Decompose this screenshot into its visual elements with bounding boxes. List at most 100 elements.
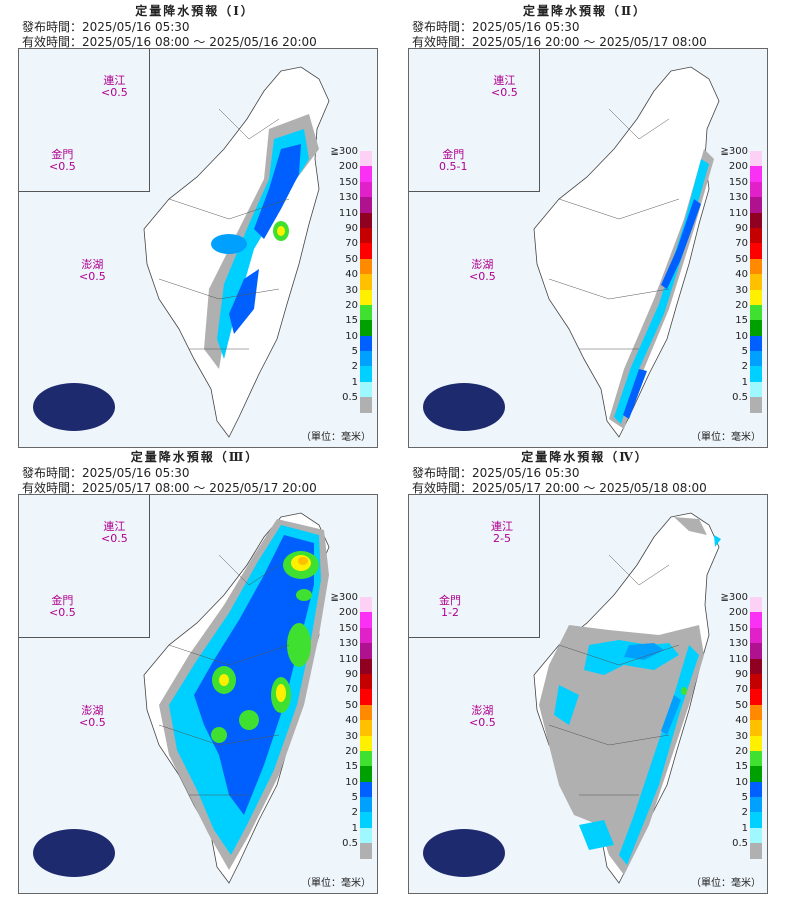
valid-time: 有效時間：2025/05/16 20:00 ～ 2025/05/17 08:00 xyxy=(412,35,707,49)
legend-swatch xyxy=(750,689,762,705)
issue-time: 發布時間：2025/05/16 05:30 xyxy=(412,20,580,34)
legend-row: 2 xyxy=(732,361,762,382)
matsu-label: 連江 xyxy=(493,74,516,87)
legend-swatch xyxy=(360,750,372,767)
legend-swatch xyxy=(750,766,762,782)
legend-swatch xyxy=(360,289,372,305)
rainfall-legend: ≧300 200 150 130 110 90 70 50 40 30 20 15 10 5 2 1 0.5 xyxy=(721,592,762,859)
legend-swatch xyxy=(360,612,372,628)
kinmen-label: 金門 xyxy=(442,148,465,161)
legend-row: 5 xyxy=(732,792,762,813)
legend-label: 15 xyxy=(735,761,748,773)
legend-label: 50 xyxy=(735,253,748,265)
legend-row: 200 xyxy=(339,161,372,182)
issue-time: 發布時間：2025/05/16 05:30 xyxy=(22,20,190,34)
legend-row: 10 xyxy=(732,777,762,798)
legend-label: 30 xyxy=(345,730,358,742)
taiwan-map xyxy=(143,512,330,884)
legend-row: 50 xyxy=(342,254,372,275)
legend-label: 90 xyxy=(345,668,358,680)
legend-label: 150 xyxy=(728,176,748,188)
legend-label: 10 xyxy=(735,776,748,788)
legend-swatch xyxy=(360,812,372,828)
legend-label: 130 xyxy=(338,192,358,204)
legend-swatch xyxy=(750,151,762,167)
legend-swatch xyxy=(360,843,372,859)
legend-label: 130 xyxy=(728,638,748,650)
legend-label: 200 xyxy=(338,607,358,619)
legend-row: 2 xyxy=(732,807,762,828)
unit-label: （單位：毫米） xyxy=(301,432,371,443)
kinmen-label: 金門 xyxy=(439,594,461,607)
rainfall-map: 連江 <0.5 金門 0.5-1 澎湖 <0.5 ≧300 200 150 130 110 90… xyxy=(408,48,768,448)
legend-label: 1 xyxy=(741,822,748,834)
taiwan-map xyxy=(533,512,721,884)
legend-row: 20 xyxy=(342,746,372,767)
legend-swatch xyxy=(750,212,762,228)
legend-label: ≧300 xyxy=(720,146,748,157)
legend-swatch xyxy=(360,166,372,182)
legend-swatch xyxy=(750,366,762,382)
matsu-value: 2-5 xyxy=(493,532,511,545)
legend-label: 5 xyxy=(351,792,358,804)
legend-swatch xyxy=(750,812,762,828)
legend-label: 150 xyxy=(338,176,358,188)
kinmen-label: 金門 xyxy=(51,148,74,161)
legend-label: 0.5 xyxy=(732,392,748,404)
legend-label: 30 xyxy=(735,284,748,296)
legend-swatch xyxy=(750,304,762,321)
legend-label: 20 xyxy=(735,745,748,757)
legend-label: 110 xyxy=(728,207,748,219)
legend-row: 90 xyxy=(342,669,372,690)
cwa-logo xyxy=(423,829,505,877)
matsu-value: <0.5 xyxy=(491,86,518,99)
legend-label: 40 xyxy=(345,715,358,727)
panel-title: 定量降水預報（Ⅲ） xyxy=(130,450,260,464)
legend-row: 20 xyxy=(342,300,372,321)
legend-swatch xyxy=(750,612,762,628)
legend-swatch xyxy=(750,797,762,813)
legend-swatch xyxy=(360,212,372,228)
legend-swatch xyxy=(750,227,762,244)
penghu-label: 澎湖 xyxy=(81,704,104,717)
legend-label: 10 xyxy=(735,330,748,342)
legend-row: 0.5 xyxy=(342,838,372,859)
panel-title: 定量降水預報（Ⅱ） xyxy=(522,4,648,18)
legend-row: ≧300 xyxy=(721,592,762,613)
legend-row: 50 xyxy=(732,254,762,275)
legend-swatch xyxy=(750,258,762,275)
legend-label: 2 xyxy=(741,807,748,819)
legend-label: 110 xyxy=(338,653,358,665)
legend-label: 30 xyxy=(345,284,358,296)
legend-row: 30 xyxy=(732,731,762,751)
forecast-panel-4: 定量降水預報（Ⅳ） 發布時間：2025/05/16 05:30 有效時間：202… xyxy=(400,446,770,896)
legend-swatch xyxy=(750,704,762,721)
penghu-value: <0.5 xyxy=(469,270,496,283)
legend-row: 5 xyxy=(342,792,372,813)
legend-label: 1 xyxy=(351,376,358,388)
legend-label: 110 xyxy=(728,653,748,665)
legend-label: 15 xyxy=(735,315,748,327)
legend-swatch xyxy=(360,397,372,413)
legend-label: 40 xyxy=(345,269,358,281)
legend-label: 1 xyxy=(741,376,748,388)
legend-swatch xyxy=(360,181,372,198)
cwa-logo xyxy=(33,383,115,431)
legend-label: 15 xyxy=(345,761,358,773)
legend-label: 90 xyxy=(735,668,748,680)
legend-swatch xyxy=(360,797,372,813)
legend-label: 20 xyxy=(345,299,358,311)
legend-swatch xyxy=(360,258,372,275)
legend-row: 50 xyxy=(732,700,762,721)
legend-swatch xyxy=(360,197,372,213)
legend-swatch xyxy=(360,366,372,382)
legend-label: 40 xyxy=(735,715,748,727)
legend-label: 0.5 xyxy=(732,838,748,850)
legend-row: 90 xyxy=(732,669,762,690)
kinmen-value: 0.5-1 xyxy=(439,160,468,173)
legend-label: 70 xyxy=(345,238,358,250)
legend-swatch xyxy=(360,335,372,352)
legend-label: 40 xyxy=(735,269,748,281)
legend-label: 90 xyxy=(345,222,358,234)
legend-swatch xyxy=(360,827,372,844)
